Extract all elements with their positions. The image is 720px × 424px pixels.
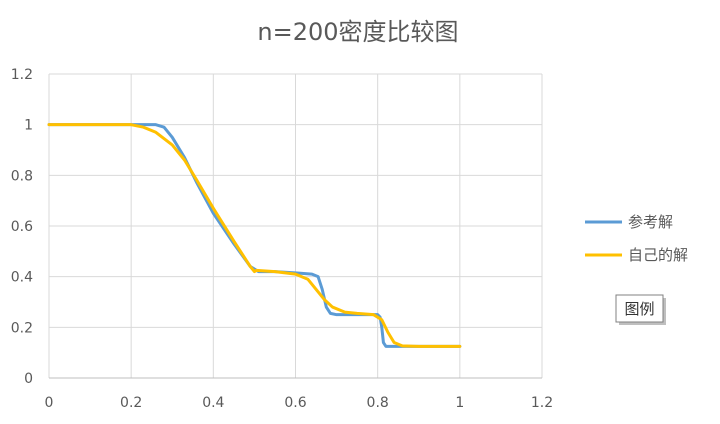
y-tick-label: 0.8: [11, 168, 33, 184]
grid: [48, 73, 543, 379]
y-tick-label: 0.2: [11, 320, 33, 336]
y-tick-label: 1: [24, 118, 33, 134]
chart-title: n=200密度比较图: [257, 18, 458, 46]
series-line-reference: [47, 123, 462, 348]
x-tick-label: 0: [45, 395, 54, 411]
annotation-text: 图例: [624, 300, 654, 318]
x-tick-label: 1: [455, 395, 464, 411]
x-tick-label: 1.2: [531, 395, 553, 411]
x-tick-label: 0.8: [367, 395, 389, 411]
axes: 0 0.2 0.4 0.6 0.8 1 1.2 0 0.2 0.4 0.6 0.8 1 1.2: [11, 67, 553, 411]
legend-label: 自己的解: [628, 246, 688, 264]
y-tick-label: 0: [24, 371, 33, 387]
y-tick-label: 1.2: [11, 67, 33, 83]
series-lines: [47, 123, 462, 348]
annotation-box: [615, 294, 664, 323]
x-tick-label: 0.2: [120, 395, 142, 411]
legend-label: 参考解: [628, 213, 673, 231]
x-tick-label: 0.4: [202, 395, 224, 411]
x-tick-label: 0.6: [284, 395, 306, 411]
y-tick-label: 0.6: [11, 219, 33, 235]
y-tick-label: 0.4: [11, 270, 33, 286]
legend-annotation: 图例: [615, 294, 666, 325]
series-line-own: [47, 123, 462, 348]
